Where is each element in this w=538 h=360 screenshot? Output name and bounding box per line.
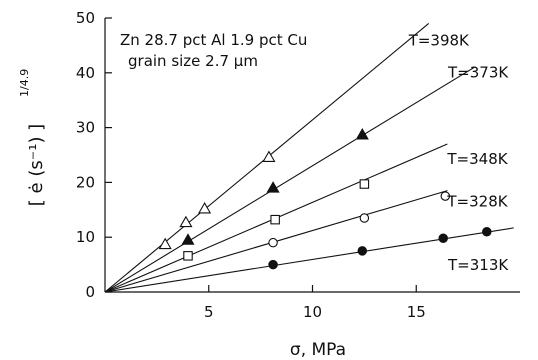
y-tick-label: 50 (76, 9, 95, 27)
series-label: T=313K (447, 256, 509, 274)
annotation-grain-size: grain size 2.7 μm (128, 52, 258, 70)
series-labels: T=398K T=373K T=348K T=328K T=313K (408, 31, 510, 273)
data-point (179, 215, 193, 228)
data-point (268, 237, 278, 248)
data-point (359, 213, 370, 223)
series-label: T=373K (447, 63, 509, 81)
data-point (158, 237, 172, 250)
data-point (266, 181, 280, 193)
data-point (268, 259, 278, 270)
x-tick-label: 5 (204, 303, 214, 321)
x-tick-label: 15 (407, 303, 426, 321)
y-tick-label: 30 (76, 119, 95, 137)
data-point (482, 226, 492, 237)
data-points (158, 128, 492, 270)
data-point (262, 150, 276, 162)
annotation-alloy: Zn 28.7 pct Al 1.9 pct Cu (120, 31, 307, 49)
y-axis-label: [ ė (s⁻¹) ] 1/4.9 (18, 69, 47, 206)
data-point (357, 246, 368, 256)
annotation-block: Zn 28.7 pct Al 1.9 pct Cu grain size 2.7… (120, 31, 307, 70)
data-point (438, 233, 448, 244)
data-point (440, 191, 451, 201)
data-point (270, 214, 280, 225)
x-axis-label: σ, MPa (290, 340, 346, 360)
y-tick-label: 40 (76, 64, 95, 82)
y-tick-label: 20 (76, 173, 95, 191)
data-point (198, 201, 212, 214)
series-label: T=398K (408, 31, 470, 49)
y-axis-label-text: [ ė (s⁻¹) ] (26, 124, 47, 206)
y-axis-label-exponent: 1/4.9 (18, 69, 31, 97)
data-point (181, 233, 195, 245)
x-tick-label: 10 (303, 303, 322, 321)
ticks: 0 10 20 30 40 50 5 10 15 (76, 9, 426, 321)
data-point (183, 251, 193, 261)
data-point (355, 128, 369, 140)
data-point (359, 179, 370, 189)
y-tick-label: 10 (76, 228, 95, 246)
fit-line (104, 66, 475, 293)
y-tick-label: 0 (85, 283, 95, 301)
series-label: T=328K (446, 193, 508, 211)
series-label: T=348K (446, 150, 508, 168)
